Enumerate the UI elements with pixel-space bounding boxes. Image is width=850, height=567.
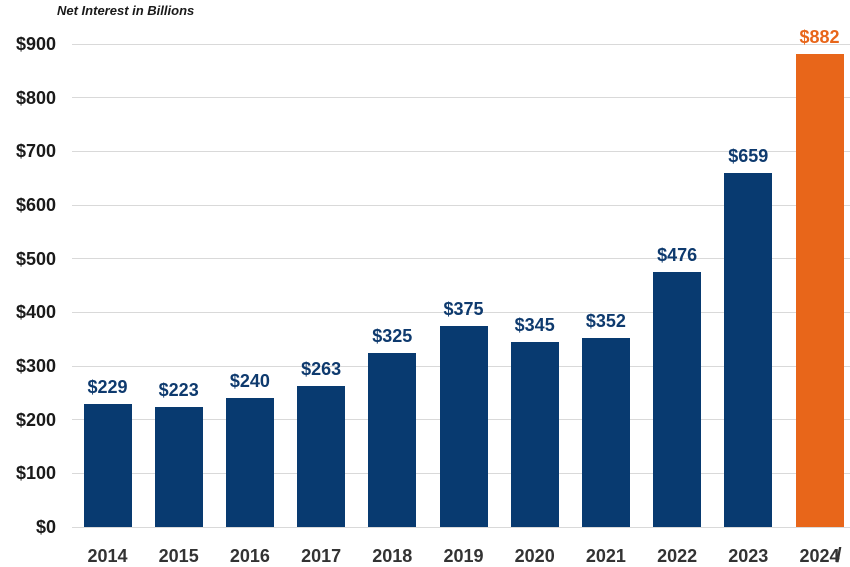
y-tick-label-900: $900: [15, 34, 56, 54]
y-tick-label-700: $700: [15, 141, 56, 162]
edge-slash-mark: /: [836, 545, 842, 567]
value-label-2019: $375: [443, 298, 484, 319]
value-label-2021: $352: [585, 311, 626, 332]
bar-2018: [368, 352, 417, 527]
bar-2024: [795, 53, 844, 527]
bar-2023: [724, 173, 773, 527]
x-tick-label-2022: 2022: [657, 546, 698, 566]
y-tick-label-0: $0: [35, 517, 56, 537]
value-label-2022: $476: [657, 244, 698, 265]
bar-2016: [225, 398, 274, 527]
x-tick-label-2018: 2018: [372, 546, 413, 566]
value-label-2016: $240: [229, 371, 270, 392]
y-tick-label-400: $400: [15, 302, 56, 323]
value-label-2014: $229: [87, 377, 128, 398]
gridline-700: [72, 150, 850, 152]
x-tick-label-2024: 2024: [799, 546, 840, 566]
value-label-2020: $345: [514, 314, 555, 335]
value-label-2018: $325: [372, 325, 413, 346]
value-label-2015: $223: [158, 380, 199, 401]
y-tick-label-800: $800: [15, 87, 56, 108]
gridline-800: [72, 97, 850, 99]
bar-2019: [439, 325, 488, 527]
y-tick-label-600: $600: [15, 195, 56, 215]
y-tick-label-300: $300: [15, 356, 56, 376]
x-tick-label-2017: 2017: [301, 546, 342, 566]
x-tick-label-2019: 2019: [443, 546, 484, 566]
bar-2022: [653, 271, 702, 527]
value-label-2024: $882: [799, 26, 840, 47]
bar-2021: [581, 338, 630, 527]
bar-2014: [83, 404, 132, 527]
bar-2015: [154, 407, 203, 527]
x-tick-label-2014: 2014: [87, 546, 128, 566]
chart-title: Net Interest in Billions: [57, 3, 195, 18]
y-tick-label-200: $200: [15, 409, 56, 430]
bar-2020: [510, 341, 559, 527]
gridline-400: [72, 311, 850, 313]
x-tick-label-2021: 2021: [585, 546, 626, 566]
y-tick-label-100: $100: [15, 463, 56, 484]
x-tick-label-2016: 2016: [229, 546, 270, 566]
y-tick-label-500: $500: [15, 248, 56, 269]
gridline-0: [72, 526, 850, 528]
gridline-600: [72, 204, 850, 206]
x-tick-label-2023: 2023: [728, 546, 769, 566]
value-label-2023: $659: [728, 146, 769, 167]
x-tick-label-2015: 2015: [158, 546, 199, 566]
value-label-2017: $263: [301, 358, 342, 379]
gridline-500: [72, 258, 850, 260]
gridline-900: [72, 43, 850, 45]
x-tick-label-2020: 2020: [514, 546, 555, 566]
bar-2017: [297, 385, 346, 527]
